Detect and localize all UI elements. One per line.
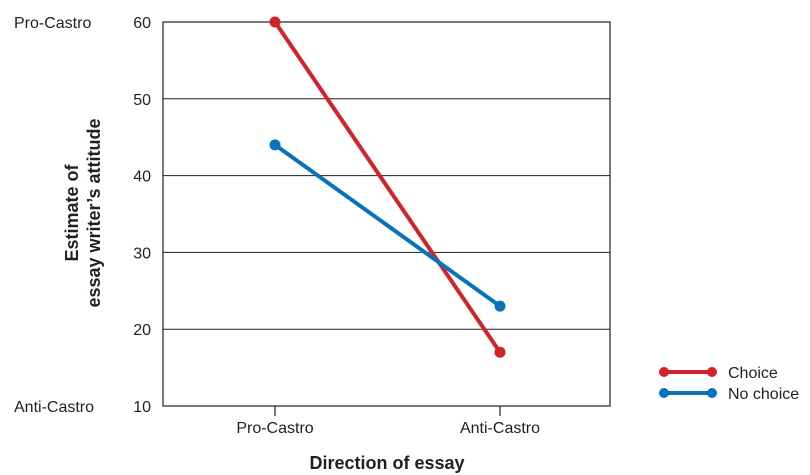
scale-label-bottom: Anti-Castro	[14, 399, 94, 416]
legend-item-1: No choice	[659, 386, 799, 403]
x-axis-title: Direction of essay	[309, 453, 464, 473]
data-point-0-1	[494, 346, 506, 358]
y-axis-title-line-1: Estimate of	[62, 163, 82, 261]
series-0	[269, 16, 506, 358]
y-tick-label-40: 40	[133, 169, 151, 186]
legend-item-0: Choice	[659, 365, 778, 382]
legend-swatch-end-1	[707, 388, 717, 398]
data-point-0-0	[269, 16, 281, 28]
y-tick-label-20: 20	[133, 322, 151, 339]
series-1	[269, 139, 506, 312]
legend-swatch-start-0	[659, 367, 669, 377]
x-axis-ticks: Pro-Castro Anti-Castro	[236, 406, 540, 437]
data-point-1-1	[494, 300, 506, 312]
y-tick-label-50: 50	[133, 92, 151, 109]
x-tick-label-0: Pro-Castro	[236, 420, 313, 437]
plot-area	[162, 21, 611, 407]
y-axis-title-line-2: essay writer’s attitude	[84, 118, 104, 307]
gridlines	[163, 98, 610, 330]
y-tick-label-30: 30	[133, 245, 151, 262]
legend: Choice No choice	[659, 365, 799, 403]
legend-label-1: No choice	[728, 386, 799, 403]
legend-label-0: Choice	[728, 365, 778, 382]
data-point-1-0	[269, 139, 281, 151]
x-tick-label-1: Anti-Castro	[460, 420, 540, 437]
plot-frame	[162, 21, 611, 407]
y-tick-label-60: 60	[133, 15, 151, 32]
series-line-0	[273, 20, 502, 355]
y-axis-ticks: 10 20 30 40 50 60	[133, 15, 151, 416]
y-tick-label-10: 10	[133, 399, 151, 416]
y-axis-title: Estimate of essay writer’s attitude	[62, 118, 104, 307]
legend-swatch-end-0	[707, 367, 717, 377]
legend-swatch-start-1	[659, 388, 669, 398]
scale-label-top: Pro-Castro	[14, 15, 91, 32]
series-group	[269, 16, 506, 358]
series-line-1	[273, 142, 502, 309]
